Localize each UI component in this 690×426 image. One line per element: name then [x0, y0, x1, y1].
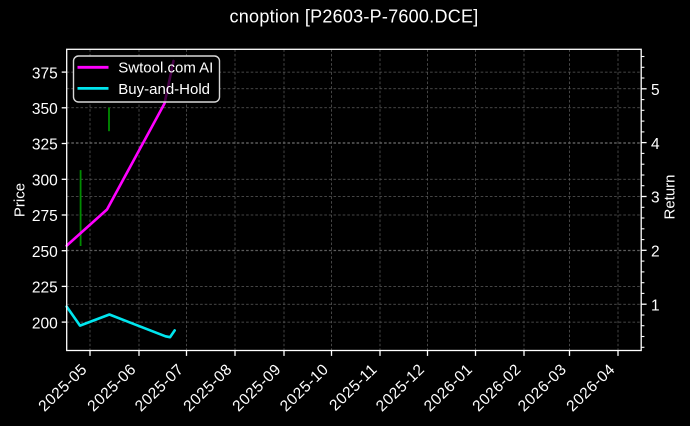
svg-text:325: 325: [32, 137, 58, 154]
svg-text:Swtool.com AI: Swtool.com AI: [118, 60, 213, 77]
svg-text:2: 2: [651, 244, 660, 261]
svg-text:275: 275: [32, 208, 58, 225]
svg-text:Buy-and-Hold: Buy-and-Hold: [118, 81, 210, 98]
svg-text:Price: Price: [11, 183, 28, 217]
svg-text:1: 1: [651, 297, 660, 314]
svg-text:200: 200: [32, 315, 58, 332]
svg-text:300: 300: [32, 173, 58, 190]
svg-text:250: 250: [32, 244, 58, 261]
svg-text:5: 5: [651, 82, 660, 99]
svg-text:4: 4: [651, 136, 660, 153]
svg-text:225: 225: [32, 280, 58, 297]
svg-text:cnoption [P2603-P-7600.DCE]: cnoption [P2603-P-7600.DCE]: [230, 6, 479, 26]
svg-text:3: 3: [651, 190, 660, 207]
svg-text:Return: Return: [662, 174, 679, 219]
svg-text:350: 350: [32, 101, 58, 118]
svg-text:375: 375: [32, 65, 58, 82]
